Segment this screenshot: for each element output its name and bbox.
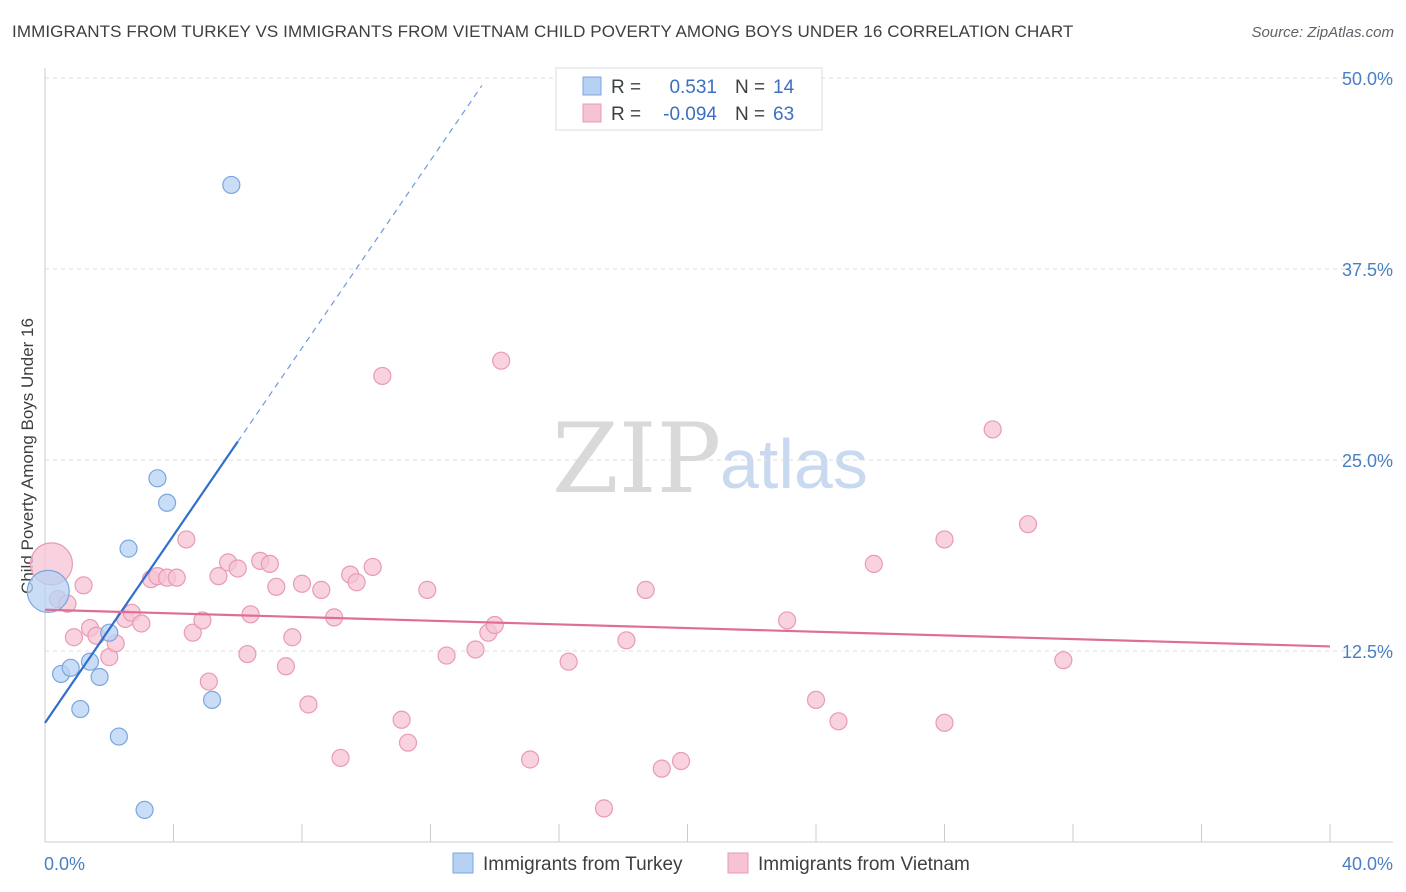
point-turkey-5 xyxy=(90,667,109,687)
legend-r-value-vietnam: -0.094 xyxy=(663,104,717,125)
legend-n-value-vietnam: 63 xyxy=(773,104,794,125)
point-turkey-11 xyxy=(157,493,177,512)
point-vietnam-30 xyxy=(292,574,312,593)
point-vietnam-42 xyxy=(437,646,456,665)
series-legend: Immigrants from Turkey Immigrants from V… xyxy=(452,852,970,875)
axes xyxy=(44,68,1393,843)
point-vietnam-56 xyxy=(829,712,848,731)
point-vietnam-28 xyxy=(276,657,296,676)
point-vietnam-36 xyxy=(347,573,366,592)
point-vietnam-26 xyxy=(260,554,279,574)
source-label: Source: ZipAtlas.com xyxy=(1251,24,1394,41)
legend-r-label-vietnam: R = xyxy=(611,104,641,125)
trend-lines xyxy=(44,85,1331,724)
legend-n-label-turkey: N = xyxy=(735,77,765,98)
point-vietnam-54 xyxy=(777,611,797,630)
point-vietnam-4 xyxy=(74,576,93,595)
point-vietnam-20 xyxy=(209,567,228,586)
point-vietnam-61 xyxy=(1018,515,1038,534)
point-vietnam-27 xyxy=(267,577,286,596)
legend-swatch-turkey xyxy=(582,76,602,96)
point-turkey-13 xyxy=(222,175,241,195)
point-vietnam-59 xyxy=(935,713,954,732)
gridlines xyxy=(45,77,1393,652)
point-vietnam-62 xyxy=(1054,651,1073,670)
point-vietnam-34 xyxy=(331,748,350,768)
point-vietnam-57 xyxy=(864,554,883,574)
point-turkey-3 xyxy=(71,699,90,719)
point-vietnam-50 xyxy=(617,631,636,650)
point-vietnam-58 xyxy=(935,530,954,549)
bottom-legend-swatch-vietnam xyxy=(727,852,749,874)
correlation-legend: R = 0.531 N = 14 R = -0.094 N = 63 xyxy=(555,67,823,131)
legend-n-label-vietnam: N = xyxy=(735,104,765,125)
point-vietnam-55 xyxy=(806,690,826,709)
point-vietnam-38 xyxy=(373,366,392,386)
point-vietnam-39 xyxy=(392,710,411,729)
point-vietnam-32 xyxy=(312,580,331,599)
y-axis-label: Child Poverty Among Boys Under 16 xyxy=(18,318,37,594)
watermark-zip: ZIP xyxy=(552,403,721,515)
trend-line-vietnam xyxy=(44,608,1331,648)
legend-r-value-turkey: 0.531 xyxy=(669,77,717,98)
point-vietnam-17 xyxy=(183,623,202,642)
y-tick-3: 50.0% xyxy=(1342,69,1393,89)
point-turkey-8 xyxy=(119,539,138,558)
point-turkey-2 xyxy=(61,658,80,677)
series-turkey xyxy=(26,175,241,820)
point-vietnam-49 xyxy=(594,799,614,818)
point-vietnam-31 xyxy=(299,695,318,714)
watermark-atlas: atlas xyxy=(720,425,868,503)
point-vietnam-40 xyxy=(398,733,418,752)
point-vietnam-23 xyxy=(238,644,257,664)
point-vietnam-46 xyxy=(492,351,511,370)
y-tick-2: 37.5% xyxy=(1342,260,1393,280)
point-turkey-12 xyxy=(202,690,222,709)
point-vietnam-29 xyxy=(283,628,302,647)
chart-title: IMMIGRANTS FROM TURKEY VS IMMIGRANTS FRO… xyxy=(12,22,1074,41)
point-vietnam-19 xyxy=(199,672,218,691)
point-vietnam-47 xyxy=(520,750,540,769)
legend-n-value-turkey: 14 xyxy=(773,77,795,98)
bottom-legend-label-vietnam: Immigrants from Vietnam xyxy=(758,854,970,875)
series-vietnam xyxy=(29,351,1073,818)
point-vietnam-3 xyxy=(64,628,84,647)
legend-r-label-turkey: R = xyxy=(611,77,641,98)
point-vietnam-53 xyxy=(671,751,691,771)
y-tick-0: 12.5% xyxy=(1342,642,1393,662)
point-turkey-0 xyxy=(26,569,70,614)
point-turkey-10 xyxy=(148,469,167,488)
point-vietnam-43 xyxy=(466,640,485,659)
trend-line-turkey-extension xyxy=(237,85,483,443)
point-turkey-9 xyxy=(135,800,154,820)
point-vietnam-52 xyxy=(652,759,671,778)
point-vietnam-48 xyxy=(559,652,578,671)
point-vietnam-22 xyxy=(228,559,247,578)
x-tick-min: 0.0% xyxy=(44,854,85,874)
y-tick-labels: 12.5% 25.0% 37.5% 50.0% xyxy=(1342,69,1393,662)
point-vietnam-16 xyxy=(177,530,196,549)
point-vietnam-15 xyxy=(167,568,186,587)
bottom-legend-swatch-turkey xyxy=(452,852,474,874)
point-vietnam-51 xyxy=(636,580,655,599)
point-vietnam-11 xyxy=(132,614,151,633)
trend-line-turkey xyxy=(44,441,239,724)
x-tick-max: 40.0% xyxy=(1342,854,1393,874)
point-vietnam-37 xyxy=(363,557,382,577)
y-tick-1: 25.0% xyxy=(1342,451,1393,471)
point-vietnam-45 xyxy=(485,615,504,635)
point-turkey-7 xyxy=(109,727,128,746)
point-vietnam-24 xyxy=(241,605,260,624)
bottom-legend-label-turkey: Immigrants from Turkey xyxy=(483,854,683,875)
legend-swatch-vietnam xyxy=(582,103,602,123)
point-vietnam-18 xyxy=(193,611,212,630)
point-vietnam-60 xyxy=(983,420,1002,439)
point-turkey-4 xyxy=(80,652,100,671)
point-vietnam-41 xyxy=(418,580,437,599)
